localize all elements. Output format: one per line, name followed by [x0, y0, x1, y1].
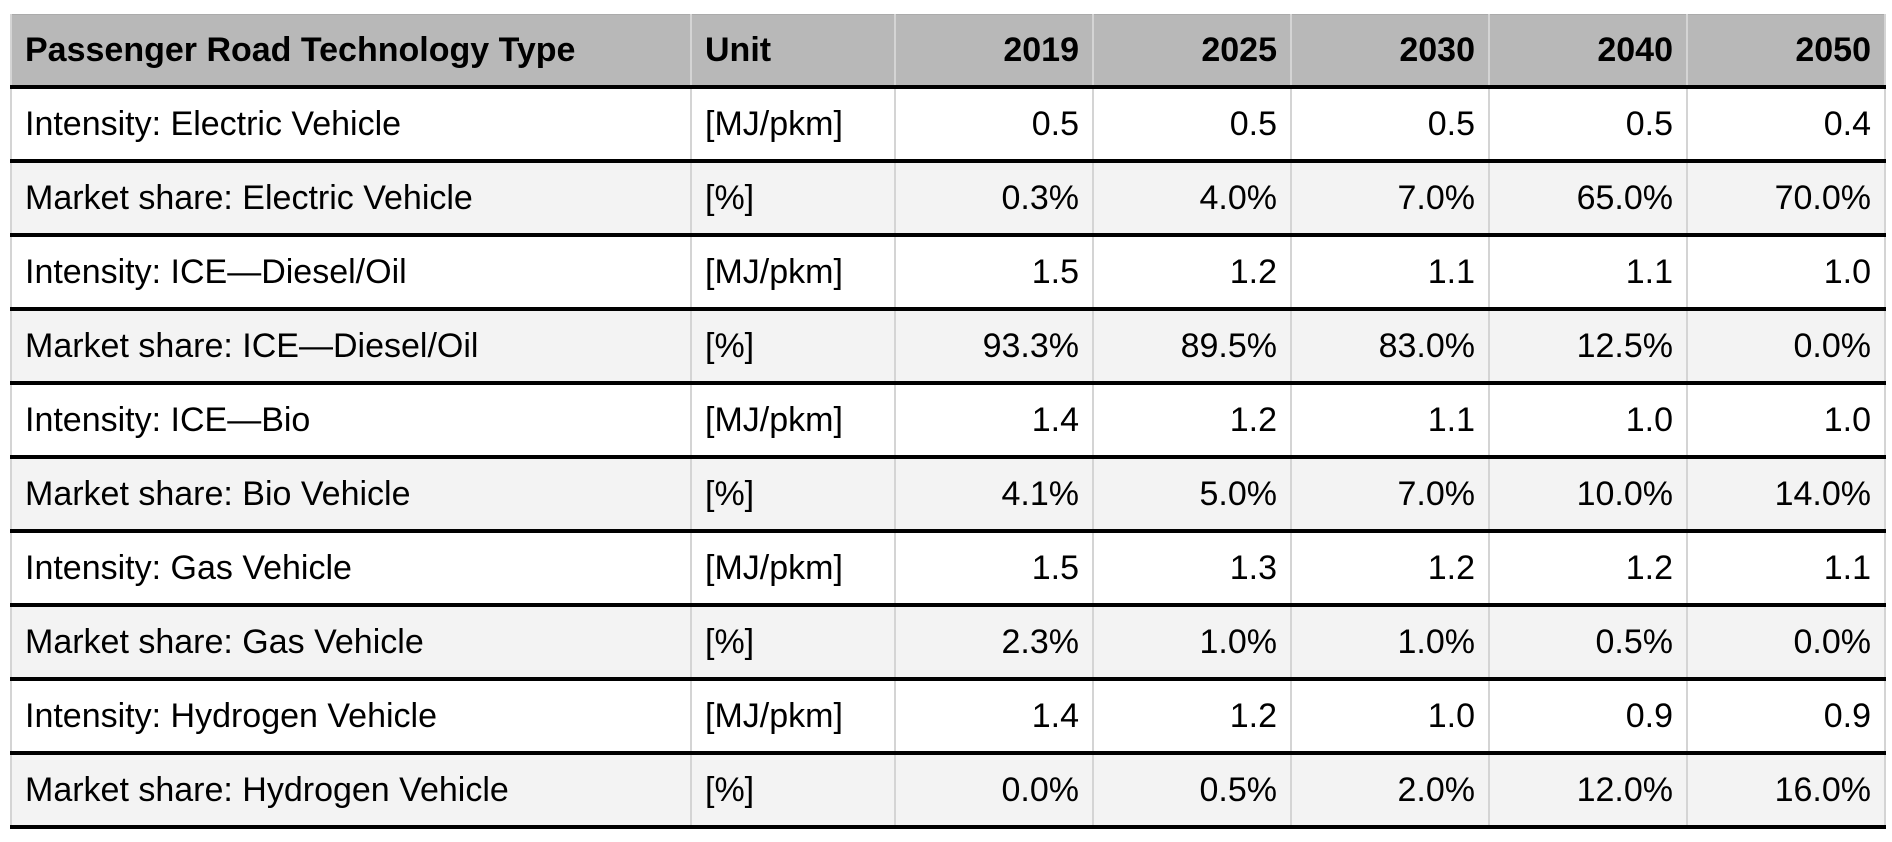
- value-cell-2030: 1.1: [1290, 235, 1489, 311]
- value-cell-2040: 0.5: [1488, 87, 1687, 163]
- value-cell-2040: 1.2: [1488, 531, 1687, 607]
- value-cell-2025: 1.0%: [1092, 605, 1291, 681]
- value-cell-2040: 1.0: [1488, 383, 1687, 459]
- value-cell-2040: 0.5%: [1488, 605, 1687, 681]
- unit-cell: [%]: [690, 309, 895, 385]
- value-cell-2025: 4.0%: [1092, 161, 1291, 237]
- value-cell-2019: 93.3%: [894, 309, 1093, 385]
- row-label-cell: Market share: Gas Vehicle: [10, 605, 691, 681]
- unit-cell: [%]: [690, 457, 895, 533]
- column-header-2040: 2040: [1488, 14, 1687, 89]
- value-cell-2050: 0.0%: [1686, 309, 1886, 385]
- row-label-cell: Intensity: ICE—Diesel/Oil: [10, 235, 691, 311]
- row-intensity-hydrogen-vehicle: Intensity: Hydrogen Vehicle [MJ/pkm] 1.4…: [10, 679, 1886, 755]
- unit-cell: [MJ/pkm]: [690, 531, 895, 607]
- unit-cell: [MJ/pkm]: [690, 383, 895, 459]
- passenger-road-technology-table: Passenger Road Technology Type Unit 2019…: [10, 14, 1886, 829]
- value-cell-2025: 89.5%: [1092, 309, 1291, 385]
- value-cell-2030: 2.0%: [1290, 753, 1489, 829]
- row-label-cell: Intensity: Gas Vehicle: [10, 531, 691, 607]
- value-cell-2025: 1.2: [1092, 679, 1291, 755]
- unit-cell: [%]: [690, 161, 895, 237]
- table-body: Intensity: Electric Vehicle [MJ/pkm] 0.5…: [10, 87, 1886, 829]
- row-market-share-hydrogen-vehicle: Market share: Hydrogen Vehicle [%] 0.0% …: [10, 753, 1886, 829]
- value-cell-2019: 0.0%: [894, 753, 1093, 829]
- unit-cell: [MJ/pkm]: [690, 679, 895, 755]
- value-cell-2050: 1.0: [1686, 383, 1886, 459]
- row-market-share-bio-vehicle: Market share: Bio Vehicle [%] 4.1% 5.0% …: [10, 457, 1886, 533]
- value-cell-2019: 1.5: [894, 531, 1093, 607]
- row-label-cell: Market share: Hydrogen Vehicle: [10, 753, 691, 829]
- value-cell-2019: 0.3%: [894, 161, 1093, 237]
- row-label-cell: Market share: ICE—Diesel/Oil: [10, 309, 691, 385]
- row-intensity-gas-vehicle: Intensity: Gas Vehicle [MJ/pkm] 1.5 1.3 …: [10, 531, 1886, 607]
- row-label-cell: Intensity: ICE—Bio: [10, 383, 691, 459]
- value-cell-2050: 0.0%: [1686, 605, 1886, 681]
- value-cell-2050: 1.1: [1686, 531, 1886, 607]
- row-label-cell: Market share: Bio Vehicle: [10, 457, 691, 533]
- value-cell-2030: 1.1: [1290, 383, 1489, 459]
- value-cell-2025: 1.3: [1092, 531, 1291, 607]
- row-market-share-electric-vehicle: Market share: Electric Vehicle [%] 0.3% …: [10, 161, 1886, 237]
- row-intensity-electric-vehicle: Intensity: Electric Vehicle [MJ/pkm] 0.5…: [10, 87, 1886, 163]
- row-intensity-ice-bio: Intensity: ICE—Bio [MJ/pkm] 1.4 1.2 1.1 …: [10, 383, 1886, 459]
- unit-cell: [%]: [690, 605, 895, 681]
- value-cell-2019: 1.5: [894, 235, 1093, 311]
- value-cell-2025: 1.2: [1092, 383, 1291, 459]
- value-cell-2019: 1.4: [894, 679, 1093, 755]
- row-market-share-ice-diesel-oil: Market share: ICE—Diesel/Oil [%] 93.3% 8…: [10, 309, 1886, 385]
- table-header: Passenger Road Technology Type Unit 2019…: [10, 14, 1886, 89]
- value-cell-2050: 0.9: [1686, 679, 1886, 755]
- column-header-2025: 2025: [1092, 14, 1291, 89]
- value-cell-2030: 1.2: [1290, 531, 1489, 607]
- value-cell-2030: 1.0: [1290, 679, 1489, 755]
- value-cell-2019: 0.5: [894, 87, 1093, 163]
- row-market-share-gas-vehicle: Market share: Gas Vehicle [%] 2.3% 1.0% …: [10, 605, 1886, 681]
- value-cell-2050: 1.0: [1686, 235, 1886, 311]
- value-cell-2040: 65.0%: [1488, 161, 1687, 237]
- value-cell-2019: 4.1%: [894, 457, 1093, 533]
- value-cell-2030: 0.5: [1290, 87, 1489, 163]
- header-row: Passenger Road Technology Type Unit 2019…: [10, 14, 1886, 89]
- value-cell-2019: 1.4: [894, 383, 1093, 459]
- row-label-cell: Intensity: Electric Vehicle: [10, 87, 691, 163]
- column-header-unit: Unit: [690, 14, 895, 89]
- value-cell-2025: 1.2: [1092, 235, 1291, 311]
- value-cell-2030: 83.0%: [1290, 309, 1489, 385]
- value-cell-2050: 0.4: [1686, 87, 1886, 163]
- value-cell-2050: 14.0%: [1686, 457, 1886, 533]
- value-cell-2050: 70.0%: [1686, 161, 1886, 237]
- passenger-road-table-container: Passenger Road Technology Type Unit 2019…: [10, 14, 1886, 829]
- value-cell-2040: 0.9: [1488, 679, 1687, 755]
- row-label-cell: Market share: Electric Vehicle: [10, 161, 691, 237]
- column-header-2019: 2019: [894, 14, 1093, 89]
- value-cell-2040: 1.1: [1488, 235, 1687, 311]
- value-cell-2050: 16.0%: [1686, 753, 1886, 829]
- value-cell-2040: 12.5%: [1488, 309, 1687, 385]
- unit-cell: [MJ/pkm]: [690, 87, 895, 163]
- value-cell-2025: 5.0%: [1092, 457, 1291, 533]
- column-header-2050: 2050: [1686, 14, 1886, 89]
- value-cell-2030: 7.0%: [1290, 161, 1489, 237]
- value-cell-2025: 0.5%: [1092, 753, 1291, 829]
- value-cell-2030: 7.0%: [1290, 457, 1489, 533]
- column-header-2030: 2030: [1290, 14, 1489, 89]
- row-intensity-ice-diesel-oil: Intensity: ICE—Diesel/Oil [MJ/pkm] 1.5 1…: [10, 235, 1886, 311]
- unit-cell: [MJ/pkm]: [690, 235, 895, 311]
- column-header-technology-type: Passenger Road Technology Type: [10, 14, 691, 89]
- value-cell-2030: 1.0%: [1290, 605, 1489, 681]
- value-cell-2019: 2.3%: [894, 605, 1093, 681]
- value-cell-2040: 12.0%: [1488, 753, 1687, 829]
- row-label-cell: Intensity: Hydrogen Vehicle: [10, 679, 691, 755]
- value-cell-2025: 0.5: [1092, 87, 1291, 163]
- unit-cell: [%]: [690, 753, 895, 829]
- value-cell-2040: 10.0%: [1488, 457, 1687, 533]
